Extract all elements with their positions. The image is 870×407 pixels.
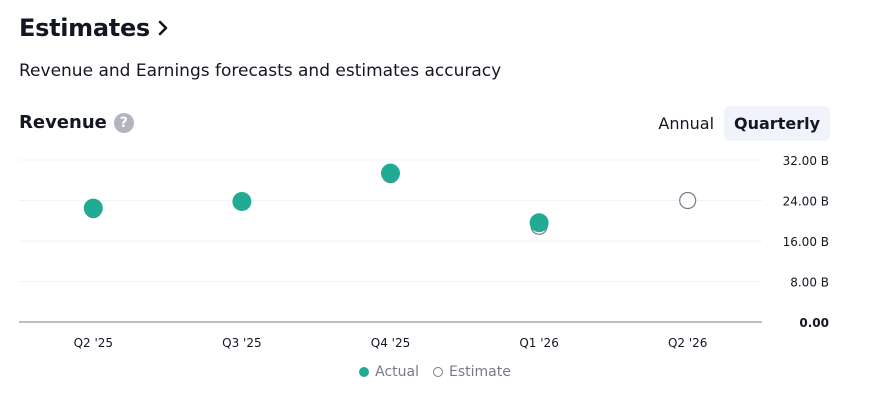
question-circle-icon[interactable]: ? [113,112,134,133]
revenue-chart: 0.00 8.00 B 16.00 B 24.00 B 32.00 B Q2 '25 Q3 … [19,154,829,350]
x-tick-label: Q3 '25 [222,336,261,350]
period-toggle: Annual Quarterly [648,106,830,141]
legend-actual-label: Actual [375,364,419,380]
estimates-header-link[interactable]: Estimates [19,14,174,42]
revenue-label: Revenue [19,112,107,133]
x-tick-label: Q2 '26 [668,336,707,350]
legend-estimate-swatch [433,367,443,377]
actual-point [232,192,252,212]
y-tick-label: 32.00 B [783,154,829,168]
x-tick-label: Q2 '25 [74,336,113,350]
legend-item-actual[interactable]: Actual [359,364,419,380]
legend-actual-swatch [359,367,370,377]
y-tick-label: 0.00 [799,316,829,330]
chevron-right-icon [154,16,174,40]
y-tick-label: 24.00 B [783,195,829,209]
x-tick-label: Q1 '26 [519,336,558,350]
y-tick-label: 16.00 B [783,235,829,249]
chart-legend: Actual Estimate [0,364,870,380]
actual-point [83,198,103,218]
annual-toggle-button[interactable]: Annual [648,106,724,141]
quarterly-toggle-button[interactable]: Quarterly [724,106,830,141]
page-title: Estimates [19,14,150,42]
legend-item-estimate[interactable]: Estimate [433,364,511,380]
legend-estimate-label: Estimate [449,364,511,380]
actual-point [381,163,400,183]
estimate-point [679,191,697,210]
actual-point [529,213,549,233]
y-tick-label: 8.00 B [790,276,829,290]
section-subtitle: Revenue and Earnings forecasts and estim… [19,61,502,81]
revenue-section-title: Revenue ? [19,112,134,133]
x-tick-label: Q4 '25 [371,336,410,350]
